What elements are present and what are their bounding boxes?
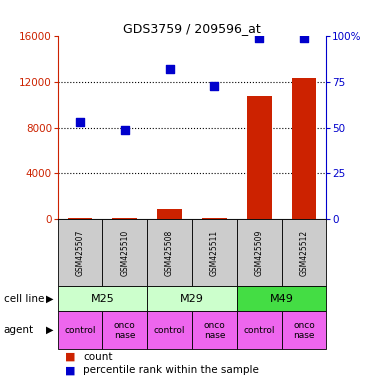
Text: ■: ■ <box>65 366 75 376</box>
Bar <box>102 311 147 349</box>
Text: GSM425509: GSM425509 <box>255 229 264 276</box>
Title: GDS3759 / 209596_at: GDS3759 / 209596_at <box>123 22 261 35</box>
Text: onco
nase: onco nase <box>204 321 225 340</box>
Text: control: control <box>154 326 186 335</box>
Bar <box>147 311 192 349</box>
Point <box>77 119 83 125</box>
Bar <box>58 219 102 286</box>
Text: control: control <box>64 326 96 335</box>
Point <box>256 35 262 41</box>
Point <box>167 66 173 73</box>
Text: GSM425507: GSM425507 <box>75 229 85 276</box>
Bar <box>192 219 237 286</box>
Point <box>301 35 307 41</box>
Bar <box>68 217 92 219</box>
Text: ▶: ▶ <box>46 293 54 304</box>
Text: GSM425508: GSM425508 <box>165 229 174 276</box>
Text: control: control <box>243 326 275 335</box>
Text: cell line: cell line <box>4 293 44 304</box>
Bar <box>237 311 282 349</box>
Bar <box>157 209 182 219</box>
Point <box>211 83 217 89</box>
Bar <box>102 219 147 286</box>
Bar <box>292 78 316 219</box>
Text: ▶: ▶ <box>46 325 54 335</box>
Text: GSM425512: GSM425512 <box>299 229 309 276</box>
Bar <box>192 311 237 349</box>
Point <box>122 126 128 132</box>
Text: onco
nase: onco nase <box>114 321 136 340</box>
Text: percentile rank within the sample: percentile rank within the sample <box>83 366 259 376</box>
Bar <box>112 218 137 219</box>
Bar <box>58 311 102 349</box>
Bar <box>237 219 282 286</box>
Bar <box>58 286 147 311</box>
Text: M49: M49 <box>270 293 293 304</box>
Bar <box>237 286 326 311</box>
Bar <box>202 218 227 219</box>
Text: ■: ■ <box>65 352 75 362</box>
Bar <box>147 219 192 286</box>
Text: count: count <box>83 352 113 362</box>
Bar <box>247 96 272 219</box>
Bar <box>147 286 237 311</box>
Text: GSM425511: GSM425511 <box>210 229 219 276</box>
Text: agent: agent <box>4 325 34 335</box>
Text: M29: M29 <box>180 293 204 304</box>
Text: M25: M25 <box>91 293 114 304</box>
Bar <box>282 219 326 286</box>
Text: onco
nase: onco nase <box>293 321 315 340</box>
Bar <box>282 311 326 349</box>
Text: GSM425510: GSM425510 <box>120 229 129 276</box>
